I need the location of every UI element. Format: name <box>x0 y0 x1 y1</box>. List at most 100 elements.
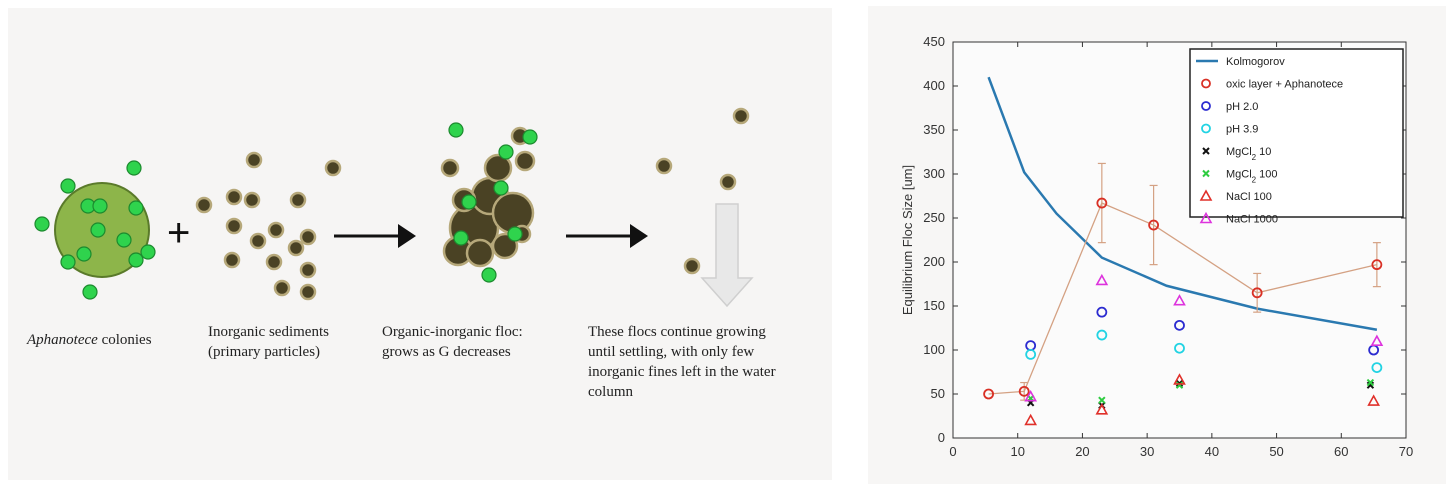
caption-aphanotece-rest: colonies <box>97 332 152 348</box>
x-tick-label: 40 <box>1205 444 1219 459</box>
x-tick-label: 70 <box>1399 444 1413 459</box>
data-point <box>1096 329 1108 341</box>
legend-swatch <box>1199 189 1213 201</box>
sediment-particle <box>655 157 673 175</box>
sediment-particle <box>299 261 317 279</box>
data-point <box>1098 396 1106 404</box>
remaining-fines <box>655 107 750 275</box>
green-cell <box>34 216 50 232</box>
green-cell <box>116 232 132 248</box>
sediment-particle <box>225 217 243 235</box>
data-point <box>1366 378 1375 387</box>
data-point <box>1018 385 1030 397</box>
green-cell <box>76 246 92 262</box>
caption-aphanotece-italic: Aphanotece <box>27 332 98 348</box>
caption-sediments-line2: (primary particles) <box>208 344 321 360</box>
data-point <box>1173 294 1186 306</box>
organic-inorganic-floc <box>440 122 538 283</box>
sediment-particle <box>249 232 267 250</box>
y-tick-label: 300 <box>923 166 945 181</box>
colony-cells <box>34 160 156 300</box>
y-tick-label: 250 <box>923 210 945 225</box>
data-point <box>1024 413 1038 426</box>
data-point <box>1095 403 1109 415</box>
arrow-to-floc <box>334 224 416 248</box>
y-tick-label: 0 <box>938 430 945 445</box>
sediment-particle <box>719 173 737 191</box>
caption-settling-line2: until settling, with only few <box>588 344 755 360</box>
sediment-particle <box>299 228 317 246</box>
y-tick-label: 50 <box>931 386 945 401</box>
green-cell <box>60 254 76 270</box>
legend-label: oxic layer + Aphanotece <box>1226 79 1343 91</box>
caption-floc-line2: grows as G decreases <box>382 344 511 360</box>
sediment-particle <box>267 221 285 239</box>
y-tick-label: 100 <box>923 342 945 357</box>
caption-sediments: Inorganic sediments (primary particles) <box>208 322 329 362</box>
sediment-particle <box>289 191 307 209</box>
sediment-particle <box>732 107 750 125</box>
data-point <box>1095 273 1109 286</box>
green-cell <box>498 144 514 160</box>
green-cell <box>60 178 76 194</box>
legend-swatch <box>1201 123 1211 134</box>
green-cell <box>140 244 156 260</box>
legend-label: Kolmogorov <box>1226 56 1285 68</box>
data-point <box>1371 362 1383 374</box>
legend-box <box>1189 48 1404 218</box>
x-tick-label: 10 <box>1010 444 1024 459</box>
green-cell <box>453 230 469 246</box>
sediment-particle <box>243 191 261 209</box>
sediment-particle <box>483 153 513 183</box>
x-tick-label: 60 <box>1334 444 1348 459</box>
series-connector <box>988 202 1378 395</box>
sediment-particle <box>324 159 342 177</box>
green-cell <box>481 267 497 283</box>
floc-formation-diagram: + Aphanotece colonies Inorganic sediment… <box>8 8 832 480</box>
legend-swatch <box>1199 211 1213 224</box>
green-cell <box>493 180 509 196</box>
caption-settling-line1: These flocs continue growing <box>588 324 766 340</box>
data-point <box>1251 287 1263 299</box>
green-cell <box>90 222 106 238</box>
data-point <box>1174 342 1185 354</box>
data-point <box>983 388 994 400</box>
caption-settling-line3: inorganic fines left in the water <box>588 364 776 380</box>
green-cell <box>92 198 108 214</box>
y-tick-label: 350 <box>923 122 945 137</box>
caption-sediments-line1: Inorganic sediments <box>208 324 329 340</box>
legend-label: pH 3.9 <box>1226 124 1258 136</box>
sediment-particle <box>287 239 305 257</box>
green-cell <box>448 122 464 138</box>
sediment-particle <box>195 196 213 214</box>
green-cell <box>461 194 477 210</box>
x-tick-label: 30 <box>1140 444 1154 459</box>
data-point <box>1174 319 1185 331</box>
y-axis-label: Equilibrium Floc Size [um] <box>900 165 915 315</box>
sediment-particle <box>683 257 701 275</box>
legend-label: pH 2.0 <box>1226 101 1258 113</box>
diagram-canvas: + <box>34 107 754 308</box>
settling-down-arrow <box>700 203 754 308</box>
data-point <box>1096 197 1108 209</box>
legend-label: MgCl2 100 <box>1226 169 1278 185</box>
y-tick-label: 450 <box>923 34 945 49</box>
y-tick-label: 150 <box>923 298 945 313</box>
legend-swatch <box>1202 147 1210 155</box>
x-tick-label: 20 <box>1075 444 1089 459</box>
data-point <box>1173 373 1186 385</box>
caption-floc-line1: Organic-inorganic floc: <box>382 324 523 340</box>
sediment-particle <box>225 188 243 206</box>
arrow-to-settling <box>566 224 648 248</box>
legend-swatch <box>1202 169 1210 178</box>
floc-size-chart: 0 10 20 30 40 50 60 70 0 50 100 150 200 250 300 350 400 4… <box>868 6 1446 484</box>
x-tick-label: 50 <box>1269 444 1283 459</box>
plus-sign: + <box>167 211 190 255</box>
green-cell <box>507 226 523 242</box>
caption-settling-line4: column <box>588 384 633 400</box>
data-point <box>1367 394 1381 406</box>
sediment-particle <box>514 150 536 172</box>
sediment-particle <box>245 151 263 169</box>
green-cell <box>128 252 144 268</box>
y-tick-label: 200 <box>923 254 945 269</box>
